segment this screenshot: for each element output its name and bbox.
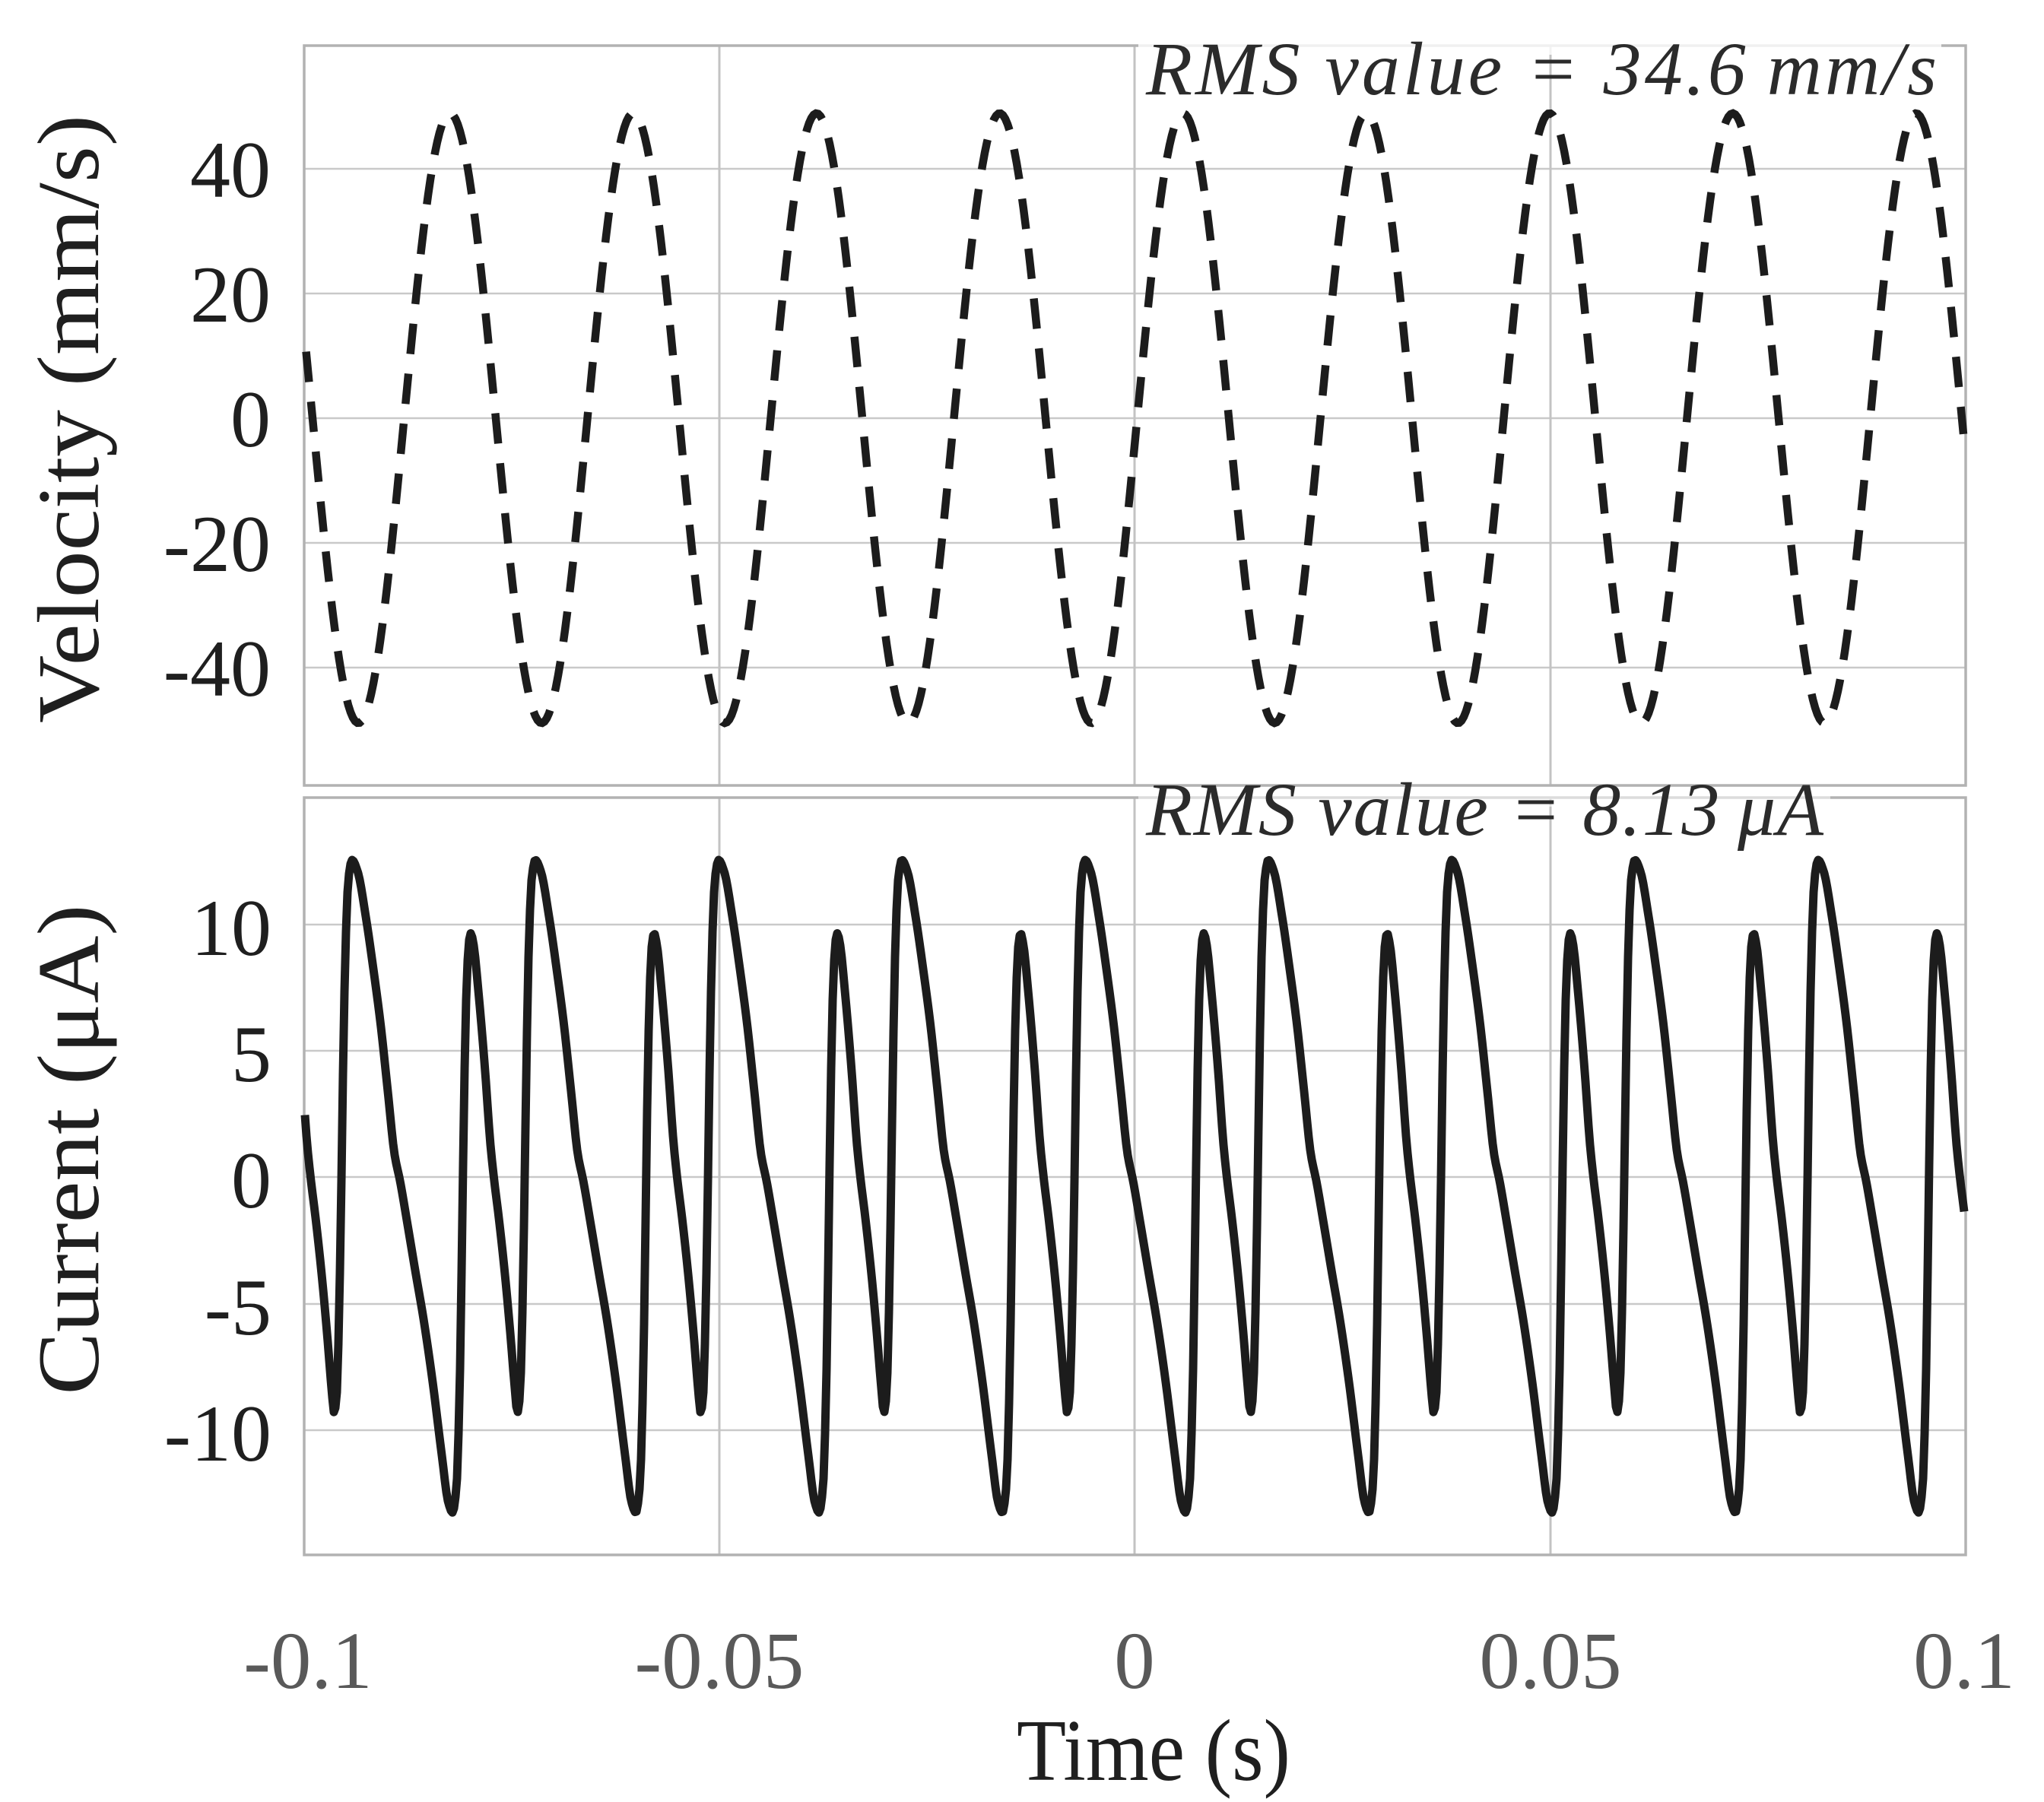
svg-text:0.05: 0.05 <box>1479 1616 1621 1706</box>
svg-text:0: 0 <box>1114 1616 1155 1706</box>
svg-text:0: 0 <box>230 375 271 464</box>
svg-text:-20: -20 <box>163 500 271 589</box>
svg-text:20: 20 <box>190 250 271 339</box>
svg-text:-5: -5 <box>205 1263 271 1352</box>
svg-text:-10: -10 <box>164 1389 271 1478</box>
svg-text:0: 0 <box>231 1136 271 1225</box>
svg-text:-40: -40 <box>163 624 271 713</box>
svg-text:0.1: 0.1 <box>1913 1616 2015 1706</box>
svg-text:5: 5 <box>231 1010 271 1099</box>
svg-text:40: 40 <box>190 125 271 214</box>
svg-text:RMS value = 34.6 mm/s: RMS value = 34.6 mm/s <box>1145 27 1937 111</box>
svg-text:-0.1: -0.1 <box>243 1616 372 1706</box>
svg-text:RMS value = 8.13 μA: RMS value = 8.13 μA <box>1145 767 1824 852</box>
svg-text:10: 10 <box>191 884 271 972</box>
svg-text:Current (μA): Current (μA) <box>21 905 117 1395</box>
svg-text:Time (s): Time (s) <box>1017 1702 1290 1799</box>
svg-text:-0.05: -0.05 <box>635 1616 805 1706</box>
svg-text:Velocity (mm/s): Velocity (mm/s) <box>21 115 117 723</box>
